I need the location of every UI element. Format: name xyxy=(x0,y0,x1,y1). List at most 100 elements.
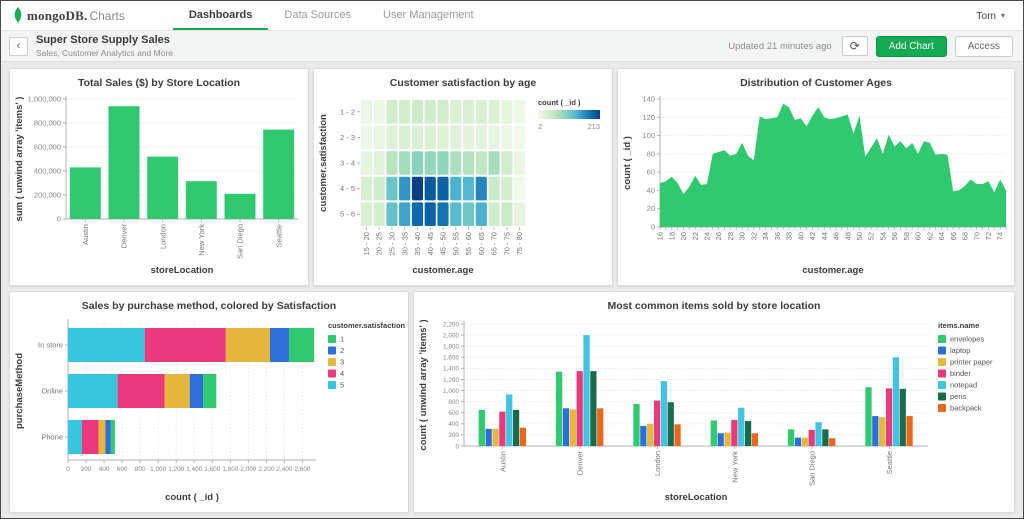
group-bar xyxy=(879,417,886,446)
svg-text:58: 58 xyxy=(902,232,911,240)
tab-user-management[interactable]: User Management xyxy=(383,8,474,21)
heatmap-cell xyxy=(386,125,398,150)
svg-text:5 - 6: 5 - 6 xyxy=(340,210,355,219)
heatmap-cell xyxy=(462,151,475,175)
heatmap-canvas: 1 - 2 2 - 3 3 - 4 4 - 5 5 - 6 15 - 20 20 - 25 2… xyxy=(318,98,600,276)
back-button[interactable]: ‹ xyxy=(9,36,28,56)
svg-text:213: 213 xyxy=(587,122,600,131)
add-chart-button[interactable]: Add Chart xyxy=(875,35,947,57)
legend-swatch xyxy=(328,369,336,378)
svg-text:36: 36 xyxy=(773,232,782,240)
access-button[interactable]: Access xyxy=(954,35,1013,57)
svg-text:2,400: 2,400 xyxy=(276,466,292,473)
group-bar xyxy=(717,433,724,446)
heatmap-cell xyxy=(411,100,424,124)
group-bar xyxy=(892,357,900,446)
svg-text:60: 60 xyxy=(914,232,923,240)
chart-title: Sales by purchase method, colored by Sat… xyxy=(81,300,337,312)
group-bar xyxy=(815,422,822,446)
legend-swatch xyxy=(938,381,946,389)
heatmap-cell xyxy=(386,176,398,201)
svg-text:In store: In store xyxy=(38,341,63,350)
group-bar xyxy=(906,416,913,446)
heatmap-cell xyxy=(424,176,436,201)
svg-text:purchaseMethod: purchaseMethod xyxy=(14,353,25,429)
svg-text:Denver: Denver xyxy=(576,451,585,476)
heatmap-cell xyxy=(399,100,411,124)
heatmap-cell xyxy=(475,125,487,150)
legend-swatch xyxy=(938,346,946,355)
svg-text:18: 18 xyxy=(667,232,676,240)
heatmap-cell xyxy=(475,202,487,226)
heatmap-cell xyxy=(462,202,475,226)
heatmap-cell xyxy=(488,100,500,124)
svg-text:Phone: Phone xyxy=(41,433,63,442)
stack-segment xyxy=(270,327,289,363)
svg-text:3 - 4: 3 - 4 xyxy=(340,159,355,168)
svg-text:35 - 40: 35 - 40 xyxy=(413,232,422,255)
legend-swatch xyxy=(328,335,336,343)
group-bar xyxy=(640,426,647,446)
stack-segment xyxy=(189,373,204,409)
svg-text:1,800: 1,800 xyxy=(443,343,459,350)
heatmap-cell xyxy=(360,125,372,150)
group-bar xyxy=(590,371,597,446)
heatmap-cell xyxy=(462,176,475,201)
heatmap-cell xyxy=(488,125,500,150)
svg-text:storeLocation: storeLocation xyxy=(151,265,214,276)
svg-text:count ( unwind array 'items' ): count ( unwind array 'items' ) xyxy=(418,319,429,450)
heatmap-cell xyxy=(514,176,526,201)
svg-text:1: 1 xyxy=(340,335,344,344)
user-menu[interactable]: Tom ▾ xyxy=(958,1,1023,30)
group-bar xyxy=(731,419,738,446)
heatmap-cell xyxy=(373,100,385,124)
svg-text:0: 0 xyxy=(57,215,61,224)
svg-text:Seattle: Seattle xyxy=(885,451,894,474)
group-bar xyxy=(633,403,640,446)
heatmap-cell xyxy=(386,100,398,124)
heatmap-cell xyxy=(373,202,385,226)
svg-text:20: 20 xyxy=(679,232,688,240)
group-bar xyxy=(865,387,872,446)
svg-text:60 - 65: 60 - 65 xyxy=(477,232,486,255)
heatmap-cell xyxy=(399,125,411,150)
grouped-bar-canvas: 0 200 400 600 800 1,000 1,200 1,400 1,600 1,800 2,… xyxy=(418,319,993,503)
heatmap-cell xyxy=(386,151,398,175)
heatmap-cell xyxy=(475,100,487,124)
group-bar xyxy=(512,409,520,446)
stack-segment xyxy=(68,327,145,363)
svg-text:backpack: backpack xyxy=(950,404,982,413)
stack-segment xyxy=(203,373,217,409)
svg-text:2,200: 2,200 xyxy=(443,321,459,328)
svg-text:storeLocation: storeLocation xyxy=(665,492,728,503)
mongodb-charts-logo[interactable]: mongoDB. Charts xyxy=(1,1,135,30)
heatmap-cell xyxy=(424,100,436,124)
heatmap-cell xyxy=(462,100,475,124)
svg-text:2,000: 2,000 xyxy=(443,332,459,339)
stack-segment xyxy=(98,419,106,455)
heatmap-cell xyxy=(424,125,436,150)
legend-swatch xyxy=(938,369,946,378)
group-bar xyxy=(647,423,654,446)
tab-data-sources[interactable]: Data Sources xyxy=(284,8,352,21)
svg-text:customer.satisfaction: customer.satisfaction xyxy=(328,321,406,330)
heatmap-cell xyxy=(437,100,449,124)
heatmap-cell xyxy=(373,125,385,150)
svg-text:pens: pens xyxy=(950,392,967,401)
heatmap-cell xyxy=(411,202,424,226)
heatmap-cell xyxy=(514,100,526,124)
refresh-button[interactable]: ⟳ xyxy=(841,36,868,56)
svg-text:600: 600 xyxy=(117,466,128,473)
svg-text:80: 80 xyxy=(647,149,655,158)
tab-dashboards[interactable]: Dashboards xyxy=(172,1,269,30)
svg-text:24: 24 xyxy=(703,232,712,240)
heatmap-cell xyxy=(424,202,436,226)
group-bar xyxy=(899,388,906,446)
chevron-left-icon: ‹ xyxy=(16,39,21,52)
svg-text:Online: Online xyxy=(41,387,63,396)
heatmap-cell xyxy=(501,125,513,150)
heatmap-cell xyxy=(399,151,411,175)
heatmap-cell xyxy=(411,151,424,175)
svg-text:1,200: 1,200 xyxy=(168,466,184,473)
heatmap-cell xyxy=(450,100,462,124)
